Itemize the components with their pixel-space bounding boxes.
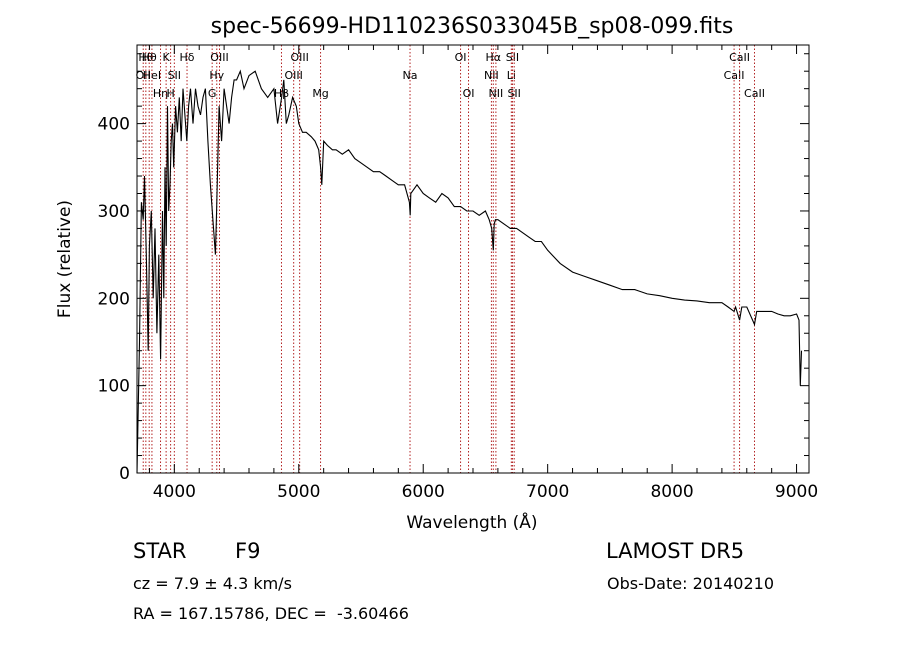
chart-title: spec-56699-HD110236S033045B_sp08-099.fit…	[211, 14, 734, 39]
spectral-line-label: Hη	[153, 87, 168, 100]
spectral-line-label: CaII	[724, 69, 745, 82]
spectral-line-label: OIII	[290, 51, 308, 64]
spectral-line-label: CaII	[729, 51, 750, 64]
plot-frame	[136, 44, 810, 474]
spectral-line-label: NII	[489, 87, 504, 100]
x-tick-label: 8000	[650, 482, 693, 502]
spectral-line-label: Mg	[312, 87, 328, 100]
spectral-line-label: CaII	[744, 87, 765, 100]
spectral-line-label: Hγ	[209, 69, 224, 82]
x-tick-label: 5000	[277, 482, 320, 502]
y-tick-label: 400	[98, 115, 130, 135]
spectral-line-label: OII	[136, 69, 151, 82]
y-tick-label: 0	[119, 464, 130, 484]
spectral-line-label: OIII	[284, 69, 302, 82]
y-tick-label: 100	[98, 377, 130, 397]
x-tick-label: 9000	[775, 482, 818, 502]
spectral-line-label: SII	[507, 87, 520, 100]
y-tick-label: 300	[98, 202, 130, 222]
spectral-line-label: Hα	[486, 51, 502, 64]
redshift-value: cz = 7.9 ± 4.3 km/s	[133, 574, 292, 593]
spectral-line-label: SII	[506, 51, 519, 64]
y-axis-label: Flux (relative)	[55, 200, 75, 318]
object-subclass: F9	[235, 539, 261, 563]
spectral-line-label: OI	[455, 51, 467, 64]
spectral-line-label: Hθ	[138, 51, 153, 64]
spectral-line-label: G	[208, 87, 217, 100]
x-axis-label: Wavelength (Å)	[406, 511, 537, 533]
spectral-line-label: K	[163, 51, 171, 64]
coordinates: RA = 167.15786, DEC = -3.60466	[133, 604, 409, 623]
spectral-line-label: SII	[168, 69, 181, 82]
y-tick-label: 200	[98, 289, 130, 309]
object-class: STAR	[133, 539, 187, 563]
axes: 4000 5000 6000 7000 8000 9000 0 100 200 300 400	[98, 45, 818, 502]
spectral-line-label: HeI	[143, 69, 161, 82]
spectral-line-label: Hθ	[142, 51, 157, 64]
spectral-line-label: OIII	[210, 51, 228, 64]
spectral-line-label: NII	[484, 69, 499, 82]
x-tick-label: 4000	[153, 482, 196, 502]
spectral-line-label: H	[166, 87, 174, 100]
spectral-line-label: OI	[463, 87, 475, 100]
spectral-line-label: Hδ	[180, 51, 195, 64]
spectrum-line	[136, 69, 803, 474]
survey-name: LAMOST DR5	[606, 539, 745, 563]
x-tick-label: 7000	[526, 482, 569, 502]
obs-date: Obs-Date: 20140210	[607, 574, 775, 593]
spectral-line-label: Li	[507, 69, 516, 82]
line-markers: OIIHθHθHeIHηKHSIIHδGHγOIIIHβOIIIOIIIMgNa…	[136, 45, 765, 473]
spectral-line-label: Na	[403, 69, 418, 82]
x-tick-label: 6000	[402, 482, 445, 502]
